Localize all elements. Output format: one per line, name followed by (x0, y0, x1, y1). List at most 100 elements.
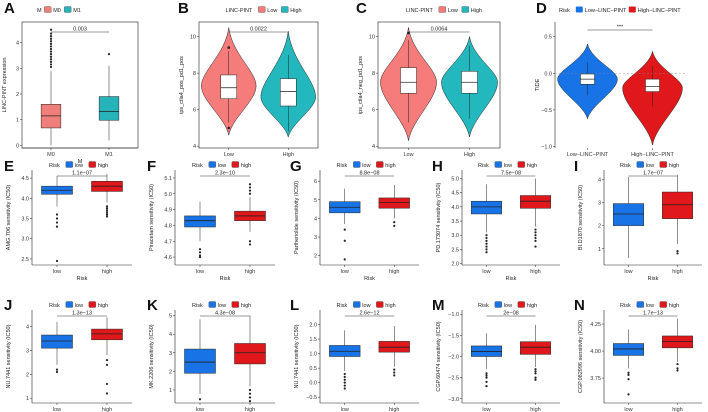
legend: Risk low high (49, 161, 108, 169)
x-tick-label: low (53, 269, 61, 275)
legend-swatch (231, 301, 240, 308)
x-tick-label: high (245, 407, 255, 412)
x-tick-label: high (672, 407, 682, 412)
outlier-point (627, 378, 630, 381)
p-value-label: 7.5e−08 (501, 171, 521, 177)
p-value-label: 2e−08 (503, 311, 518, 317)
outlier-point (49, 32, 53, 35)
p-value-label: 1.1e−07 (72, 171, 92, 177)
outlier-point (393, 368, 396, 371)
legend: Risk low high (49, 301, 108, 309)
x-tick-label: low (196, 407, 204, 412)
outlier-point (676, 369, 679, 372)
panel-e: E Risk low high 2.5 3.0 3.5 4.0 4.5 AMG.706 sensi… (4, 158, 132, 282)
y-tick-label: 0.0 (309, 381, 317, 387)
outlier-point (198, 255, 202, 259)
legend-title: Risk (49, 163, 60, 169)
y-tick-label: 3.75 (590, 376, 601, 382)
outlier-point (676, 252, 679, 255)
legend-swatch (65, 301, 74, 308)
legend: Risk low high (337, 161, 396, 169)
outlier-point (105, 382, 109, 386)
y-tick-label: 4.7 (164, 239, 172, 245)
outlier-point (105, 207, 109, 210)
outlier-point (107, 53, 111, 56)
y-tick-label: 2.5 (21, 257, 29, 263)
outlier-point (485, 236, 488, 240)
box-body (471, 200, 502, 215)
panel-j: J Risk low high 1 2 3 4 NU.7441 sensitivity (IC5… (4, 297, 132, 412)
y-axis-label: AMG.706 sensitivity (IC50) (6, 185, 12, 251)
panel-k: K Risk low high 1 2 3 4 5 MK.2206 sensitivity (IC… (147, 297, 275, 412)
box-body (613, 203, 644, 226)
x-tick-label: low (624, 269, 632, 275)
legend-swatch (63, 6, 72, 13)
legend-title: LINC-PINT (406, 8, 434, 14)
outlier-point (248, 400, 252, 403)
outlier-point (248, 396, 252, 399)
y-tick-label: 3 (598, 200, 601, 206)
box-body (662, 191, 693, 219)
y-tick-label: 8 (193, 71, 196, 77)
outlier-point (485, 245, 488, 248)
x-tick-label: low (196, 269, 204, 275)
x-tick-label: low (341, 269, 349, 275)
outlier-point (198, 251, 202, 254)
legend-label: high (98, 163, 108, 169)
outlier-point (343, 372, 346, 376)
panel-letter: E (4, 158, 14, 175)
box-body (184, 215, 216, 228)
outlier-point (343, 239, 346, 242)
legend-title: Risk (620, 163, 631, 169)
legend: Risk Low−LINC−PINT High−LINC−PINT (559, 6, 681, 14)
outlier-point (407, 31, 410, 35)
outlier-point (198, 248, 202, 251)
outlier-point (393, 371, 396, 374)
legend-label: Low (448, 8, 458, 14)
plot-frame (21, 21, 139, 149)
panel-b: B LINC-PINT Low High 4 6 8 10 ips_ctla4_pos_pd1_… (178, 0, 319, 158)
y-tick-label: 4 (598, 177, 601, 183)
legend-label: High (290, 8, 301, 14)
y-tick-label: 6 (314, 179, 317, 185)
panel-letter: F (147, 158, 156, 175)
legend-label: low (75, 163, 83, 169)
inner-box (645, 78, 660, 92)
y-tick-label: 4 (16, 41, 19, 47)
box-body (41, 334, 73, 349)
y-tick-label: 3.0 (451, 233, 459, 239)
legend-label: high (527, 163, 537, 169)
p-value-label: 0.0064 (431, 27, 448, 33)
legend: Risk low high (620, 161, 679, 169)
outlier-point (627, 393, 630, 396)
legend: Risk low high (192, 301, 251, 309)
outlier-point (534, 376, 537, 379)
outlier-point (485, 242, 488, 245)
outlier-point (393, 224, 396, 227)
panel-d: D Risk Low−LINC−PINT High−LINC−PINT −1.0 −0.5… (535, 0, 685, 158)
y-axis-label: NU.7441 sensitivity (IC50) (294, 324, 300, 388)
x-tick-label: High−LINC−PINT (631, 152, 674, 158)
legend-title: LINC-PINT (226, 8, 254, 14)
outlier-point (534, 372, 537, 375)
y-tick-label: 1.5 (309, 337, 317, 343)
outlier-point (49, 53, 53, 56)
y-tick-label: 4 (314, 216, 317, 222)
y-tick-label: 4.5 (451, 191, 459, 197)
panel-letter: B (178, 0, 189, 17)
y-tick-label: 4.0 (21, 196, 29, 202)
outlier-point (105, 209, 109, 212)
y-tick-label: 4.5 (21, 176, 29, 182)
legend-swatch (517, 301, 525, 308)
box-body (98, 96, 120, 121)
outlier-point (485, 248, 488, 251)
box-body (378, 197, 410, 209)
y-tick-label: 4 (26, 325, 29, 331)
p-value-label: 4.3e−08 (215, 311, 235, 317)
legend-title: Risk (192, 303, 203, 309)
legend-label: M0 (53, 8, 61, 14)
y-tick-label: 6 (193, 108, 196, 114)
legend-swatch (636, 301, 644, 308)
x-axis-label: Risk (220, 276, 231, 282)
